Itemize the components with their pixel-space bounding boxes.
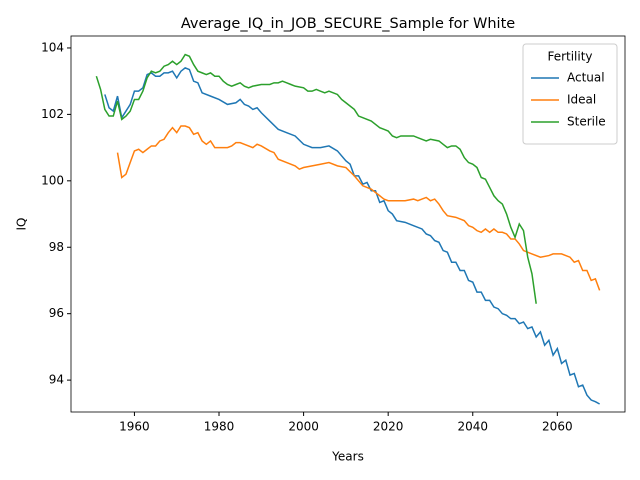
- legend: Fertility Actual Ideal Sterile: [522, 43, 618, 145]
- x-axis-label: Years: [331, 450, 364, 464]
- legend-title: Fertility: [547, 50, 592, 64]
- x-tick-label: 1960: [119, 420, 150, 434]
- y-tick-label: 96: [49, 306, 64, 320]
- x-tick-label: 2020: [373, 420, 404, 434]
- y-tick-label: 102: [41, 107, 64, 121]
- series-line: [104, 67, 600, 405]
- y-tick-label: 104: [41, 40, 64, 54]
- y-tick-label: 100: [41, 173, 64, 187]
- y-tick-label: 98: [49, 240, 64, 254]
- legend-label: Ideal: [567, 93, 596, 107]
- legend-box: [522, 43, 618, 145]
- legend-label: Sterile: [567, 115, 606, 129]
- x-tick-label: 2040: [457, 420, 488, 434]
- y-tick-label: 94: [49, 373, 64, 387]
- y-axis-label: IQ: [15, 218, 29, 231]
- series-line: [116, 125, 601, 291]
- x-tick-label: 2000: [288, 420, 319, 434]
- x-tick-label: 1980: [204, 420, 235, 434]
- x-tick-label: 2060: [542, 420, 573, 434]
- series-line: [95, 53, 537, 304]
- plot-frame: [70, 35, 626, 413]
- chart-title: Average_IQ_in_JOB_SECURE_Sample for Whit…: [181, 16, 515, 32]
- legend-label: Actual: [567, 71, 605, 85]
